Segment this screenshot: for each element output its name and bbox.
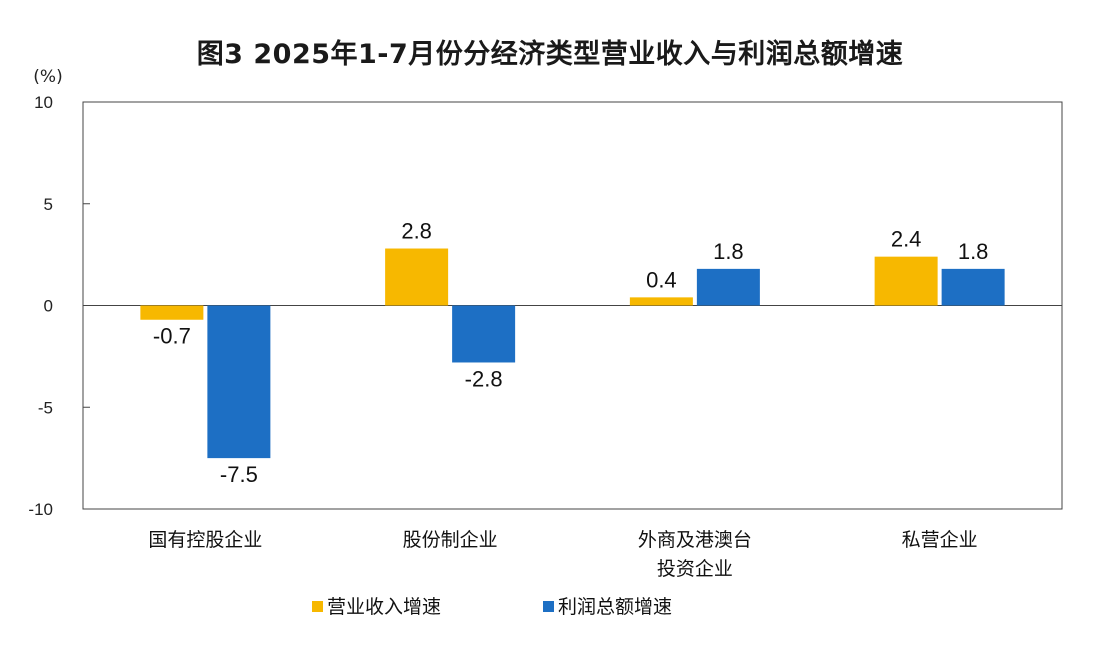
bar <box>629 297 693 306</box>
bar <box>874 256 938 306</box>
y-tick-label: 5 <box>44 195 53 214</box>
x-category-label: 股份制企业 <box>403 529 498 551</box>
legend-label: 利润总额增速 <box>558 596 672 618</box>
data-label: 0.4 <box>646 267 677 292</box>
y-tick-label: 10 <box>34 93 53 112</box>
y-tick-label: 0 <box>44 297 53 316</box>
x-category-label: 外商及港澳台 <box>638 529 752 551</box>
data-label: -0.7 <box>153 324 191 349</box>
x-category-label: 投资企业 <box>657 558 733 580</box>
y-tick-label: -10 <box>28 500 53 519</box>
data-label: 1.8 <box>713 239 744 264</box>
bar <box>941 268 1005 306</box>
bar <box>696 268 760 306</box>
bar <box>452 305 516 363</box>
bar <box>207 305 271 459</box>
data-label: -2.8 <box>465 366 503 391</box>
data-label: 2.4 <box>891 227 922 252</box>
x-category-label: 国有控股企业 <box>148 529 262 551</box>
legend-swatch <box>312 601 323 612</box>
y-unit-label: (%) <box>33 67 62 87</box>
data-label: 1.8 <box>958 239 989 264</box>
bar <box>140 305 204 320</box>
y-tick-label: -5 <box>38 398 53 417</box>
data-label: 2.8 <box>401 219 432 244</box>
chart-title: 图3 2025年1-7月份分经济类型营业收入与利润总额增速 <box>196 39 904 70</box>
x-category-label: 私营企业 <box>902 529 978 551</box>
legend-label: 营业收入增速 <box>327 596 441 618</box>
legend-swatch <box>543 601 554 612</box>
data-label: -7.5 <box>220 462 258 487</box>
bar <box>385 248 449 306</box>
